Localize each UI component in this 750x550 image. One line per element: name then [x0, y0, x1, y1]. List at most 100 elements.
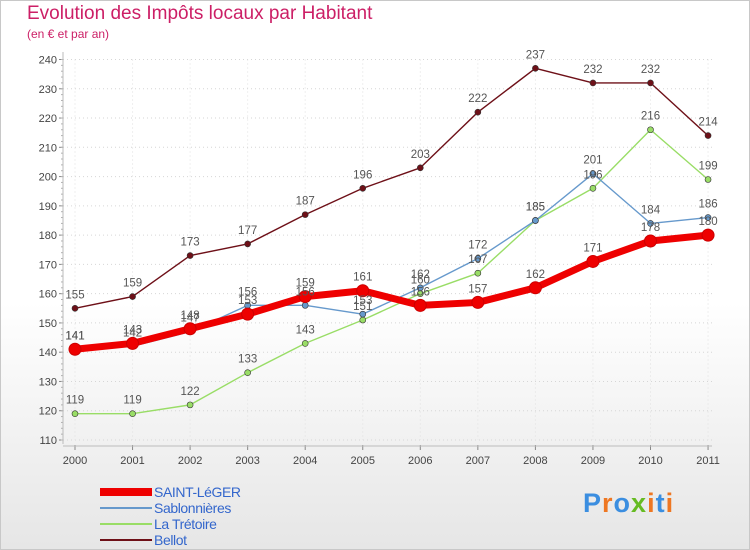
data-label-sablonnieres: 142 — [123, 327, 142, 339]
x-tick-label: 2004 — [293, 455, 317, 467]
legend-swatch-saint-leger — [100, 488, 152, 496]
data-point-bellot — [416, 164, 424, 172]
data-point-sablonnieres — [532, 217, 539, 224]
y-tick-label: 140 — [39, 347, 57, 359]
data-point-bellot — [129, 293, 136, 300]
chart-legend: SAINT-LéGER Sablonnières La Trétoire Bel… — [100, 484, 241, 548]
data-label-sablonnieres: 156 — [238, 286, 257, 298]
data-label-bellot: 232 — [641, 64, 660, 76]
data-label-saint-leger: 153 — [238, 295, 257, 307]
data-label-saint-leger: 161 — [353, 272, 372, 284]
data-label-la-tretoire: 122 — [181, 386, 200, 398]
data-point-la-tretoire — [244, 369, 251, 376]
data-label-sablonnieres: 147 — [181, 313, 200, 325]
data-label-sablonnieres: 185 — [526, 201, 545, 213]
legend-item-la-tretoire: La Trétoire — [100, 516, 241, 532]
data-label-bellot: 187 — [296, 196, 315, 208]
data-label-sablonnieres: 184 — [641, 204, 661, 216]
data-point-la-tretoire — [301, 340, 309, 347]
data-point-sablonnieres — [647, 220, 654, 227]
data-point-la-tretoire — [71, 410, 79, 417]
logo-letter: P — [583, 488, 603, 518]
legend-label-la-tretoire: La Trétoire — [154, 516, 217, 532]
proxiti-logo: Proxiti — [583, 488, 674, 519]
logo-letter: i — [665, 488, 675, 518]
data-label-la-tretoire: 196 — [583, 169, 602, 181]
data-point-la-tretoire — [704, 176, 712, 183]
data-point-bellot — [704, 132, 712, 139]
legend-swatch-la-tretoire — [100, 523, 152, 525]
data-label-la-tretoire: 160 — [411, 275, 430, 287]
data-point-bellot — [301, 211, 309, 218]
y-tick-label: 210 — [39, 142, 57, 154]
data-label-bellot: 222 — [468, 93, 487, 105]
data-point-bellot — [186, 252, 194, 259]
x-tick-label: 2009 — [581, 455, 605, 467]
x-tick-label: 2002 — [178, 455, 202, 467]
data-label-saint-leger: 157 — [468, 283, 487, 295]
data-point-saint-leger — [183, 322, 197, 336]
data-point-sablonnieres — [704, 214, 712, 221]
data-label-saint-leger: 171 — [583, 242, 602, 254]
data-point-bellot — [647, 79, 654, 87]
y-tick-label: 160 — [39, 289, 57, 301]
data-label-sablonnieres: 153 — [353, 295, 372, 307]
data-label-saint-leger: 162 — [526, 269, 545, 281]
data-label-bellot: 203 — [411, 149, 430, 161]
data-point-sablonnieres — [474, 255, 482, 262]
y-tick-label: 200 — [39, 172, 57, 184]
data-label-sablonnieres: 141 — [65, 330, 84, 342]
data-point-la-tretoire — [474, 269, 482, 277]
y-tick-label: 130 — [39, 376, 57, 388]
logo-letter: t — [655, 488, 666, 518]
data-label-saint-leger: 148 — [181, 310, 200, 322]
data-point-bellot — [474, 108, 482, 116]
data-label-la-tretoire: 133 — [238, 354, 257, 366]
data-label-bellot: 177 — [238, 225, 257, 237]
data-point-bellot — [532, 64, 539, 72]
data-point-sablonnieres — [301, 302, 309, 309]
series-line-saint-leger — [71, 231, 712, 353]
x-tick-label: 2010 — [638, 455, 662, 467]
data-point-sablonnieres — [359, 310, 367, 318]
y-tick-label: 150 — [39, 318, 57, 330]
data-label-la-tretoire: 167 — [468, 254, 487, 266]
y-tick-label: 230 — [39, 84, 57, 96]
legend-swatch-sablonnieres — [100, 507, 152, 509]
x-tick-label: 2000 — [63, 455, 87, 467]
x-tick-label: 2005 — [351, 455, 375, 467]
data-point-sablonnieres — [416, 284, 424, 292]
data-label-bellot: 159 — [123, 278, 142, 290]
data-label-saint-leger: 180 — [698, 216, 717, 228]
x-tick-label: 2006 — [408, 455, 432, 467]
y-tick-label: 220 — [39, 113, 57, 125]
legend-item-bellot: Bellot — [100, 532, 241, 548]
logo-letter: o — [613, 488, 632, 518]
y-tick-label: 110 — [39, 435, 57, 447]
data-label-bellot: 232 — [583, 64, 602, 76]
data-point-bellot — [244, 240, 251, 248]
y-tick-label: 170 — [39, 259, 57, 271]
data-point-saint-leger — [528, 281, 542, 295]
data-label-la-tretoire: 119 — [66, 395, 84, 407]
data-point-saint-leger — [413, 298, 427, 312]
legend-label-bellot: Bellot — [154, 532, 187, 548]
x-tick-label: 2011 — [696, 455, 720, 467]
data-label-bellot: 173 — [181, 237, 200, 249]
legend-label-saint-leger: SAINT-LéGER — [154, 484, 241, 500]
data-point-bellot — [589, 79, 597, 87]
data-label-sablonnieres: 156 — [296, 286, 315, 298]
data-label-la-tretoire: 185 — [526, 201, 545, 213]
data-label-la-tretoire: 119 — [123, 395, 141, 407]
data-label-la-tretoire: 143 — [296, 324, 315, 336]
data-point-saint-leger — [298, 290, 312, 304]
data-point-la-tretoire — [647, 126, 654, 134]
data-point-bellot — [71, 304, 79, 312]
data-label-sablonnieres: 172 — [468, 240, 487, 252]
data-label-sablonnieres: 201 — [583, 155, 602, 167]
data-point-saint-leger — [68, 342, 82, 356]
series-line-bellot — [74, 67, 709, 309]
chart-title: Evolution des Impôts locaux par Habitant — [27, 3, 373, 24]
data-label-bellot: 155 — [65, 289, 84, 301]
